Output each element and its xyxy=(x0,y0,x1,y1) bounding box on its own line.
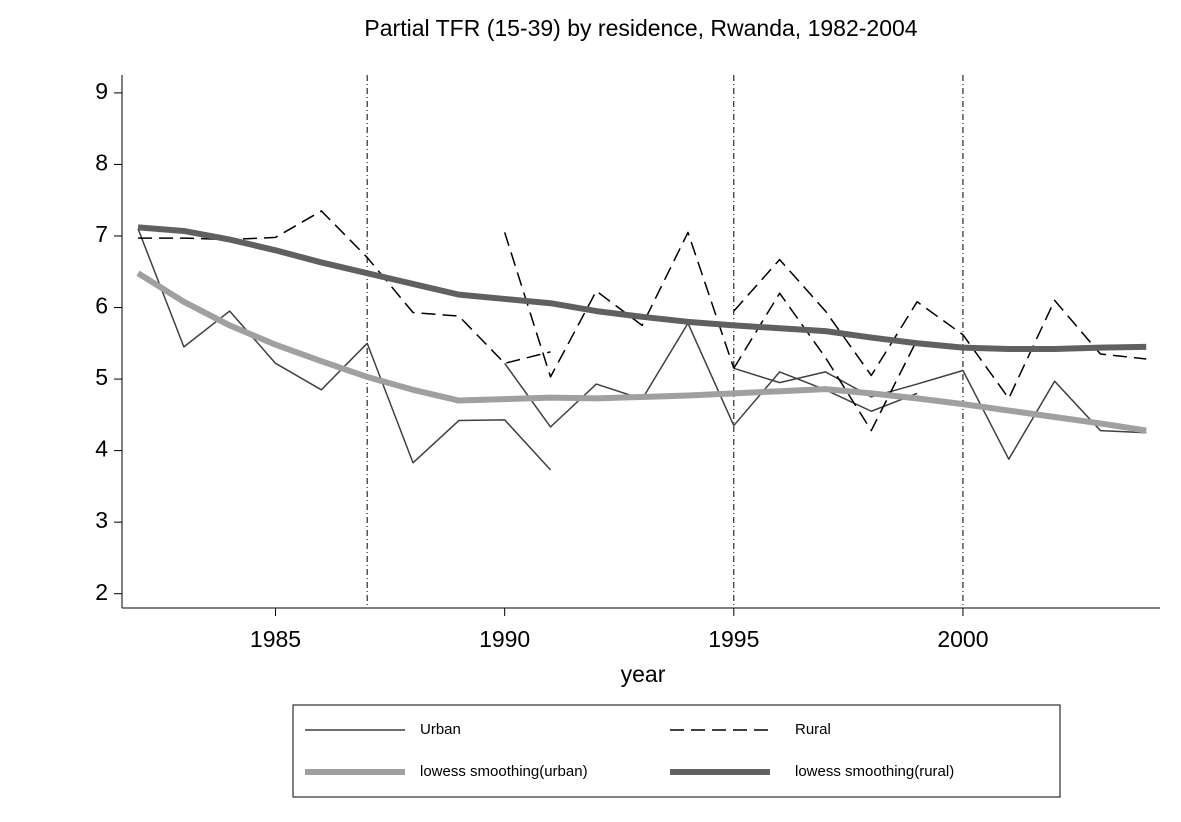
legend-box xyxy=(292,704,1061,798)
series-line xyxy=(138,210,1147,432)
legend-label: Urban xyxy=(420,721,461,738)
legend-label: lowess smoothing(rural) xyxy=(795,763,954,780)
y-tick-label: 4 xyxy=(95,436,108,462)
x-axis-label: year xyxy=(621,661,666,687)
y-tick-label: 8 xyxy=(95,150,108,176)
y-tick-label: 5 xyxy=(95,364,108,390)
y-tick-label: 2 xyxy=(95,579,108,605)
chart-title: Partial TFR (15-39) by residence, Rwanda… xyxy=(364,15,917,41)
series-line xyxy=(137,224,1147,353)
y-tick-label: 3 xyxy=(95,507,108,533)
x-tick-label: 1995 xyxy=(708,626,759,652)
series-line xyxy=(136,270,1147,434)
y-tick-label: 7 xyxy=(95,221,108,247)
legend-label: lowess smoothing(urban) xyxy=(420,763,588,780)
y-tick-label: 9 xyxy=(95,78,108,104)
x-tick-label: 1990 xyxy=(479,626,530,652)
y-tick-label: 6 xyxy=(95,293,108,319)
x-tick-label: 2000 xyxy=(937,626,988,652)
legend-label: Rural xyxy=(795,721,831,738)
x-tick-label: 1985 xyxy=(250,626,301,652)
